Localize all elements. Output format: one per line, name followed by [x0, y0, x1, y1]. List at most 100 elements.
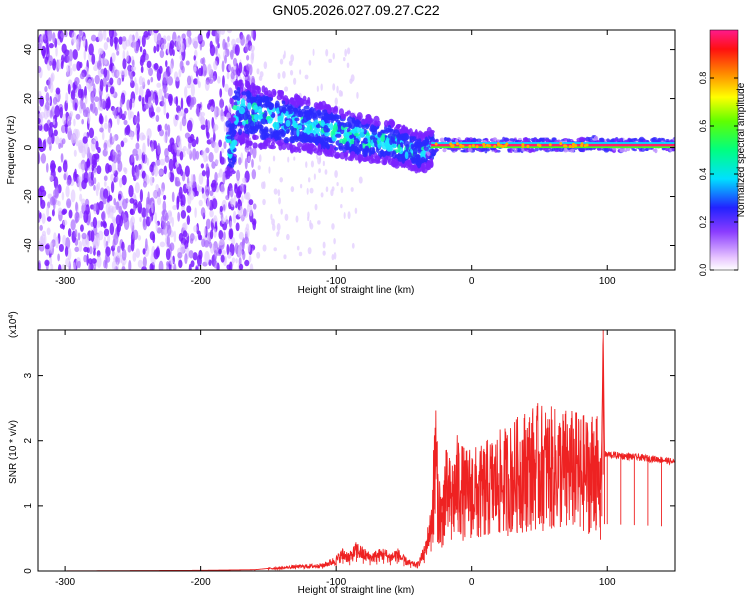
spectrogram-noise-speck: [60, 153, 64, 163]
spectrogram-noise-speck: [309, 187, 314, 194]
spectrogram-noise-speck: [251, 30, 254, 39]
spectrogram-noise-speck: [204, 250, 210, 264]
spectrogram-noise-speck: [88, 127, 95, 139]
spectrogram-band-blob: [476, 138, 482, 143]
spectrogram-noise-speck: [178, 141, 182, 153]
spectrogram-ridge-blob: [354, 120, 362, 125]
spectrogram-noise-speck: [223, 231, 226, 241]
spectrogram-noise-speck: [177, 211, 181, 222]
spectrogram-noise-speck: [330, 189, 334, 197]
spectrogram-noise-speck: [277, 189, 281, 197]
spectrogram-noise-speck: [169, 172, 175, 183]
spectrogram-noise-speck: [295, 215, 299, 223]
colorbar-tick-label: 0.0: [698, 264, 708, 277]
spectrogram-noise-speck: [104, 122, 108, 130]
spectrogram-band-blob: [585, 136, 591, 142]
spectrogram-ridge-blob: [241, 91, 247, 96]
colorbar-ticks: 0.0 0.2 0.4 0.6 0.8: [698, 72, 738, 277]
spectrogram-ridge-blob: [360, 119, 367, 125]
spectrogram-noise-speck: [46, 205, 50, 218]
spectrogram-noise-speck: [332, 52, 335, 60]
spectrogram-ridge-blob: [404, 151, 409, 160]
spectrogram-band-blob: [552, 137, 557, 142]
spectrogram-ridge-blob: [297, 142, 303, 148]
spectrogram-noise-speck: [71, 31, 77, 44]
spectrogram-ridge-blob: [266, 97, 273, 102]
spectrogram-noise-speck: [51, 195, 57, 206]
spectrogram-noise-speck: [86, 253, 89, 266]
spectrogram-noise-speck: [77, 232, 81, 241]
spectrogram-noise-speck: [59, 106, 63, 119]
carrier-highlight: [459, 145, 463, 149]
spectrogram-x-tick-label: 0: [469, 276, 475, 287]
spectrogram-noise-speck: [87, 78, 92, 89]
spectrogram-noise-speck: [232, 57, 238, 67]
spectrogram-noise-speck: [212, 75, 216, 82]
spectrogram-noise-speck: [150, 76, 154, 83]
spectrogram-noise-speck: [116, 69, 121, 77]
spectrogram-band-blob: [426, 151, 431, 157]
spectrogram-noise-speck: [209, 190, 214, 197]
spectrogram-noise-speck: [153, 45, 157, 54]
snr-background: [38, 330, 675, 571]
spectrogram-band-blob: [509, 148, 513, 154]
spectrogram-ridge-blob: [389, 137, 394, 146]
spectrogram-noise-speck: [148, 67, 154, 77]
spectrogram-noise-speck: [268, 166, 271, 174]
spectrogram-noise-speck: [129, 111, 135, 119]
spectrogram-ridge-blob: [337, 121, 343, 129]
carrier-highlight: [521, 144, 525, 148]
spectrogram-noise-speck: [89, 246, 93, 255]
spectrogram-noise-speck: [136, 129, 140, 142]
spectrogram-ridge-blob: [411, 131, 415, 137]
spectrogram-ridge-blob: [322, 148, 328, 155]
spectrogram-noise-speck: [336, 85, 339, 94]
spectrogram-noise-speck: [55, 46, 58, 57]
spectrogram-noise-speck: [325, 48, 329, 57]
spectrogram-noise-speck: [91, 53, 96, 65]
spectrogram-noise-speck: [208, 99, 214, 106]
spectrogram-noise-speck: [94, 106, 98, 116]
spectrogram-noise-speck: [75, 38, 80, 51]
spectrogram-noise-speck: [175, 96, 179, 107]
spectrogram-ridge-blob: [374, 140, 378, 148]
spectrogram-ridge-blob: [407, 159, 413, 168]
spectrogram-noise-speck: [218, 139, 223, 148]
spectrogram-noise-speck: [213, 249, 218, 261]
spectrogram-noise-speck: [108, 30, 115, 39]
spectrogram-noise-speck: [195, 190, 199, 197]
spectrogram-noise-speck: [235, 73, 239, 81]
spectrogram-noise-speck: [91, 258, 97, 264]
spectrogram-ridge-blob: [396, 124, 401, 129]
spectrogram-ridge-blob: [401, 125, 406, 131]
spectrogram-noise-speck: [209, 44, 216, 57]
spectrogram-ridge-blob: [301, 132, 306, 139]
spectrogram-ridge-blob: [236, 96, 241, 101]
spectrogram-noise-speck: [44, 86, 48, 93]
spectrogram-noise-speck: [213, 106, 217, 119]
spectrogram-noise-speck: [142, 142, 146, 156]
spectrogram-noise-speck: [100, 98, 106, 109]
carrier-highlight: [456, 142, 460, 146]
spectrogram-noise-speck: [211, 198, 218, 210]
spectrogram-noise-speck: [322, 160, 325, 167]
spectrogram-noise-speck: [213, 124, 219, 131]
spectrogram-y-tick-label: 20: [23, 93, 34, 105]
spectrogram-ridge-blob: [282, 106, 287, 114]
spectrogram-noise-speck: [61, 209, 67, 216]
spectrogram-noise-speck: [166, 35, 171, 42]
spectrogram-noise-speck: [214, 171, 218, 183]
spectrogram-noise-speck: [75, 137, 79, 147]
spectrogram-noise-speck: [158, 88, 163, 100]
spectrogram-noise-speck: [154, 94, 159, 106]
colorbar-tick-label: 0.4: [698, 168, 708, 181]
spectrogram-noise-speck: [79, 72, 85, 80]
spectrogram-noise-speck: [185, 37, 191, 48]
spectrogram-noise-speck: [96, 60, 102, 71]
spectrogram-noise-speck: [142, 248, 146, 255]
spectrogram-noise-speck: [70, 219, 76, 231]
spectrogram-noise-speck: [306, 187, 309, 195]
spectrogram-noise-speck: [46, 42, 49, 55]
spectrogram-band-blob: [576, 137, 583, 142]
spectrogram-noise-speck: [50, 160, 56, 173]
